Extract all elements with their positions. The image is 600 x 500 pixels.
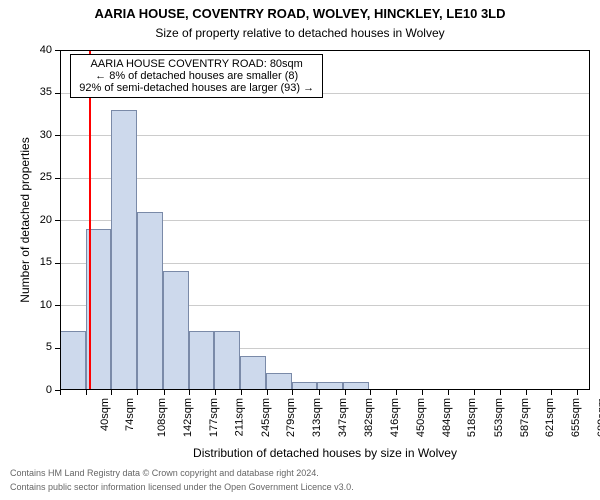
histogram-bar xyxy=(137,212,163,391)
x-tick-label: 689sqm xyxy=(596,398,600,437)
y-tick-mark xyxy=(55,220,60,221)
x-tick-label: 587sqm xyxy=(519,398,531,437)
x-tick-mark xyxy=(215,390,216,395)
x-tick-mark xyxy=(319,390,320,395)
x-tick-label: 279sqm xyxy=(286,398,298,437)
y-axis-line xyxy=(60,50,61,390)
y-tick-mark xyxy=(55,263,60,264)
x-tick-label: 621sqm xyxy=(545,398,557,437)
x-tick-mark xyxy=(577,390,578,395)
y-tick-mark xyxy=(55,348,60,349)
callout-line: 92% of semi-detached houses are larger (… xyxy=(79,82,314,94)
top-border xyxy=(60,50,590,51)
x-tick-mark xyxy=(526,390,527,395)
footer-line-1: Contains HM Land Registry data © Crown c… xyxy=(10,468,319,478)
callout-line: ← 8% of detached houses are smaller (8) xyxy=(79,70,314,82)
x-tick-mark xyxy=(396,390,397,395)
x-tick-mark xyxy=(370,390,371,395)
x-tick-mark xyxy=(422,390,423,395)
x-tick-mark xyxy=(241,390,242,395)
histogram-bar xyxy=(60,331,86,391)
y-tick-mark xyxy=(55,178,60,179)
reference-line xyxy=(89,50,91,390)
y-tick-mark xyxy=(55,305,60,306)
chart-subtitle: Size of property relative to detached ho… xyxy=(0,26,600,40)
histogram-bar xyxy=(189,331,215,391)
x-tick-mark xyxy=(292,390,293,395)
footer-line-2: Contains public sector information licen… xyxy=(10,482,354,492)
histogram-bar xyxy=(240,356,266,390)
x-tick-mark xyxy=(86,390,87,395)
x-tick-label: 245sqm xyxy=(260,398,272,437)
gridline xyxy=(60,135,590,136)
chart-canvas: AARIA HOUSE, COVENTRY ROAD, WOLVEY, HINC… xyxy=(0,0,600,500)
x-tick-mark xyxy=(267,390,268,395)
x-tick-label: 450sqm xyxy=(415,398,427,437)
x-tick-label: 108sqm xyxy=(156,398,168,437)
x-tick-mark xyxy=(60,390,61,395)
histogram-bar xyxy=(214,331,240,391)
x-tick-mark xyxy=(189,390,190,395)
x-tick-mark xyxy=(474,390,475,395)
histogram-bar xyxy=(111,110,137,391)
x-tick-label: 655sqm xyxy=(570,398,582,437)
x-tick-mark xyxy=(111,390,112,395)
callout-line: AARIA HOUSE COVENTRY ROAD: 80sqm xyxy=(79,58,314,70)
x-tick-mark xyxy=(551,390,552,395)
x-tick-mark xyxy=(448,390,449,395)
x-tick-label: 518sqm xyxy=(467,398,479,437)
x-tick-mark xyxy=(345,390,346,395)
plot-area: AARIA HOUSE COVENTRY ROAD: 80sqm← 8% of … xyxy=(60,50,590,390)
x-axis-line xyxy=(60,389,590,390)
x-tick-label: 142sqm xyxy=(182,398,194,437)
chart-title: AARIA HOUSE, COVENTRY ROAD, WOLVEY, HINC… xyxy=(0,6,600,21)
histogram-bar xyxy=(266,373,292,390)
x-tick-label: 553sqm xyxy=(493,398,505,437)
x-tick-label: 347sqm xyxy=(337,398,349,437)
right-border xyxy=(589,50,590,390)
x-tick-mark xyxy=(164,390,165,395)
x-tick-label: 177sqm xyxy=(208,398,220,437)
x-tick-label: 313sqm xyxy=(311,398,323,437)
x-tick-mark xyxy=(137,390,138,395)
x-axis-label: Distribution of detached houses by size … xyxy=(60,446,590,460)
callout-box: AARIA HOUSE COVENTRY ROAD: 80sqm← 8% of … xyxy=(70,54,323,98)
x-tick-label: 416sqm xyxy=(389,398,401,437)
gridline xyxy=(60,178,590,179)
x-tick-label: 211sqm xyxy=(233,398,245,436)
x-tick-mark xyxy=(500,390,501,395)
x-tick-label: 40sqm xyxy=(99,398,111,431)
histogram-bar xyxy=(163,271,189,390)
y-axis-label: Number of detached properties xyxy=(18,50,32,390)
x-tick-label: 382sqm xyxy=(364,398,376,437)
y-tick-mark xyxy=(55,135,60,136)
y-tick-mark xyxy=(55,50,60,51)
x-tick-label: 484sqm xyxy=(441,398,453,437)
x-tick-label: 74sqm xyxy=(124,398,136,431)
y-tick-mark xyxy=(55,93,60,94)
